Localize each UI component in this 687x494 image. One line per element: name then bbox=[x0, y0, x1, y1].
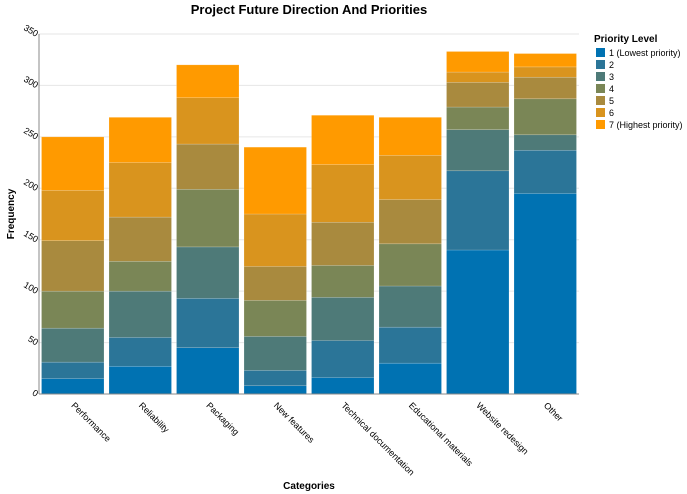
bar-7-series-1 bbox=[513, 149, 577, 194]
bar-1-series-6 bbox=[108, 117, 172, 163]
bar-6-series-6 bbox=[446, 51, 510, 73]
bar-7-series-5 bbox=[513, 66, 577, 78]
x-tick-label-5: Educational materials bbox=[407, 400, 475, 468]
bar-7-series-6 bbox=[513, 53, 577, 68]
legend-label-2: 3 bbox=[609, 72, 614, 82]
x-tick-label-2: Packaging bbox=[204, 400, 241, 437]
legend-swatch-6 bbox=[596, 120, 605, 129]
bar-3-series-2 bbox=[243, 336, 307, 371]
bar-5-series-5 bbox=[378, 155, 442, 200]
bar-4-series-3 bbox=[311, 265, 375, 298]
x-tick-label-1: Reliability bbox=[137, 400, 172, 435]
bar-4-series-2 bbox=[311, 297, 375, 341]
y-tick-label-300: 300 bbox=[22, 74, 40, 90]
bar-6-series-2 bbox=[446, 129, 510, 172]
legend-swatch-4 bbox=[596, 96, 605, 105]
bar-2-series-6 bbox=[176, 64, 240, 99]
bar-6-series-0 bbox=[446, 249, 510, 395]
bar-5-series-4 bbox=[378, 199, 442, 245]
legend-label-6: 7 (Highest priority) bbox=[609, 120, 683, 130]
bar-0-series-1 bbox=[41, 361, 105, 379]
y-tick-label-50: 50 bbox=[26, 334, 40, 348]
legend-swatch-2 bbox=[596, 72, 605, 81]
bar-5-series-0 bbox=[378, 362, 442, 395]
y-tick-label-100: 100 bbox=[22, 280, 40, 296]
x-tick-label-7: Other bbox=[542, 400, 565, 423]
bar-1-series-2 bbox=[108, 290, 172, 338]
bar-1-series-4 bbox=[108, 216, 172, 262]
legend-label-1: 2 bbox=[609, 60, 614, 70]
legend: Priority Level 1 (Lowest priority) 2 3 4 5 6 7… bbox=[594, 34, 683, 130]
legend-label-3: 4 bbox=[609, 84, 614, 94]
bar-6-series-3 bbox=[446, 106, 510, 130]
bars bbox=[41, 51, 577, 395]
bar-5-series-1 bbox=[378, 326, 442, 364]
bar-2-series-2 bbox=[176, 246, 240, 299]
y-tick-label-200: 200 bbox=[22, 177, 40, 193]
bar-7-series-4 bbox=[513, 76, 577, 100]
bar-1-series-0 bbox=[108, 365, 172, 395]
bar-7-series-2 bbox=[513, 134, 577, 151]
bar-0-series-4 bbox=[41, 240, 105, 292]
bar-5-series-6 bbox=[378, 117, 442, 156]
bar-3-series-6 bbox=[243, 146, 307, 215]
bar-5-series-2 bbox=[378, 285, 442, 328]
bar-6-series-4 bbox=[446, 82, 510, 108]
legend-label-5: 6 bbox=[609, 108, 614, 118]
bar-3-series-1 bbox=[243, 370, 307, 387]
bar-5-series-3 bbox=[378, 243, 442, 287]
bar-2-series-3 bbox=[176, 189, 240, 248]
bar-0-series-0 bbox=[41, 378, 105, 395]
bar-4-series-0 bbox=[311, 377, 375, 395]
bar-2-series-1 bbox=[176, 298, 240, 348]
bar-6-series-1 bbox=[446, 170, 510, 251]
bar-6-series-5 bbox=[446, 71, 510, 83]
y-tick-label-350: 350 bbox=[22, 23, 40, 39]
bar-3-series-5 bbox=[243, 213, 307, 267]
bar-7-series-3 bbox=[513, 98, 577, 136]
legend-label-0: 1 (Lowest priority) bbox=[609, 48, 681, 58]
y-tick-label-0: 0 bbox=[31, 388, 40, 399]
x-tick-label-6: Website redesign bbox=[474, 400, 530, 456]
bar-3-series-4 bbox=[243, 266, 307, 301]
y-tick-label-250: 250 bbox=[22, 125, 40, 141]
bar-3-series-3 bbox=[243, 300, 307, 337]
legend-swatch-3 bbox=[596, 84, 605, 93]
chart-title: Project Future Direction And Priorities bbox=[191, 2, 427, 17]
bar-4-series-4 bbox=[311, 221, 375, 266]
legend-swatch-1 bbox=[596, 60, 605, 69]
x-axis-title: Categories bbox=[283, 481, 335, 492]
bar-4-series-6 bbox=[311, 115, 375, 165]
x-tick-label-0: Performance bbox=[69, 400, 113, 444]
y-tick-label-150: 150 bbox=[22, 228, 40, 244]
bar-0-series-3 bbox=[41, 290, 105, 329]
bar-4-series-1 bbox=[311, 340, 375, 378]
bar-1-series-1 bbox=[108, 337, 172, 367]
y-axis-title: Frequency bbox=[6, 188, 17, 239]
bar-4-series-5 bbox=[311, 164, 375, 223]
legend-swatch-0 bbox=[596, 48, 605, 57]
bar-2-series-5 bbox=[176, 97, 240, 145]
legend-label-4: 5 bbox=[609, 96, 614, 106]
x-tick-label-4: Technical documentation bbox=[339, 400, 416, 477]
bar-3-series-0 bbox=[243, 385, 307, 395]
bar-2-series-4 bbox=[176, 143, 240, 190]
bar-2-series-0 bbox=[176, 347, 240, 395]
bar-0-series-2 bbox=[41, 327, 105, 363]
bar-1-series-3 bbox=[108, 261, 172, 292]
bar-0-series-5 bbox=[41, 190, 105, 241]
bar-0-series-6 bbox=[41, 136, 105, 191]
x-tick-label-3: New features bbox=[272, 400, 317, 445]
bar-1-series-5 bbox=[108, 162, 172, 218]
legend-title: Priority Level bbox=[594, 34, 658, 45]
bar-7-series-0 bbox=[513, 193, 577, 395]
legend-swatch-5 bbox=[596, 108, 605, 117]
